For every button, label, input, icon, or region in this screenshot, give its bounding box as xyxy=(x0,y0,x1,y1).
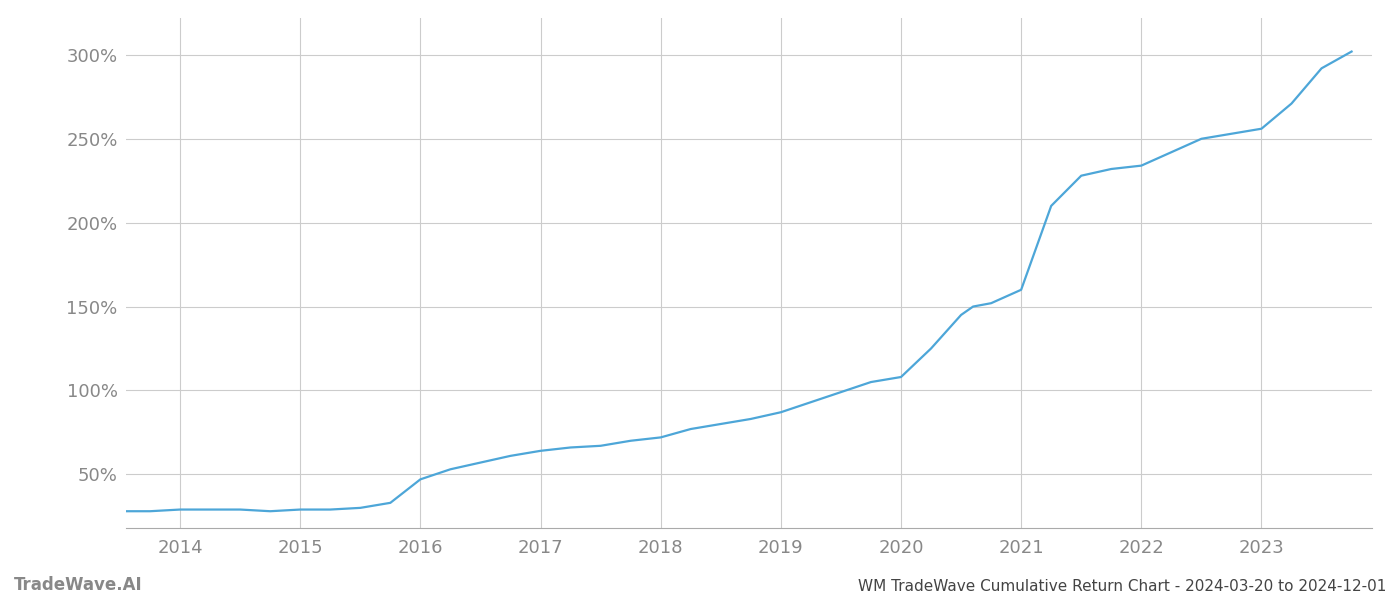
Text: TradeWave.AI: TradeWave.AI xyxy=(14,576,143,594)
Text: WM TradeWave Cumulative Return Chart - 2024-03-20 to 2024-12-01: WM TradeWave Cumulative Return Chart - 2… xyxy=(858,579,1386,594)
